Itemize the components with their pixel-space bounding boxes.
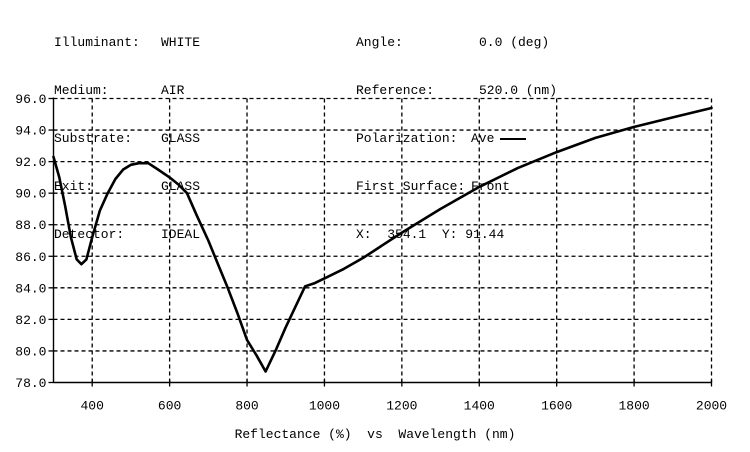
param-reference: Reference: 520.0 (nm) — [356, 83, 557, 99]
x-tick-label: 1200 — [386, 399, 417, 414]
x-axis-title: Reflectance (%) vs Wavelength (nm) — [234, 427, 516, 442]
y-tick-label: 94.0 — [15, 124, 46, 139]
y-tick-label: 78.0 — [15, 376, 46, 391]
param-first-surface: First Surface: Front — [356, 179, 557, 195]
y-tick-label: 96.0 — [15, 92, 46, 107]
param-label: Illuminant: — [54, 35, 140, 50]
reflectance-curve — [52, 106, 713, 373]
param-illuminant: Illuminant: WHITE — [54, 35, 200, 51]
y-tick-label: 92.0 — [15, 155, 46, 170]
cursor-readout: X: 354.1 Y: 91.44 — [356, 227, 557, 243]
x-tick-label: 1000 — [309, 399, 340, 414]
y-tick-label: 88.0 — [15, 218, 46, 233]
header-parameters-right: Angle: 0.0 (deg) Reference: 520.0 (nm) Pol… — [356, 3, 557, 259]
x-tick-label: 400 — [81, 399, 104, 414]
x-tick-label: 800 — [235, 399, 258, 414]
cursor-y-label: Y: — [441, 227, 458, 242]
x-tick-label: 600 — [158, 399, 181, 414]
param-angle: Angle: 0.0 (deg) — [356, 35, 557, 51]
param-label: Exit: — [54, 179, 94, 194]
x-tick-label: 2000 — [696, 399, 727, 414]
x-tick-label: 1800 — [618, 399, 649, 414]
param-value: IDEAL — [161, 227, 201, 242]
y-tick-label: 90.0 — [15, 187, 46, 202]
param-value: 0.0 (deg) — [479, 35, 550, 50]
chart-grid — [53, 97, 713, 383]
x-tick-label: 1400 — [464, 399, 495, 414]
param-value: WHITE — [161, 35, 201, 50]
param-value: Ave — [471, 131, 495, 146]
cursor-x-label: X: — [356, 227, 372, 242]
param-value: AIR — [161, 83, 185, 98]
cursor-x-value: 354.1 — [387, 227, 427, 242]
param-label: First Surface: — [356, 179, 466, 194]
param-value: 520.0 (nm) — [479, 83, 558, 98]
y-tick-label: 84.0 — [15, 281, 46, 296]
param-label: Medium: — [54, 83, 109, 98]
chart-axes — [48, 97, 713, 387]
y-axis-tick-labels: 78.0 80.0 82.0 84.0 86.0 88.0 90.0 92.0 94.0 96.0 — [15, 92, 46, 391]
cursor-y-value: 91.44 — [465, 227, 505, 242]
param-value: GLASS — [161, 131, 201, 146]
param-substrate: Substrate: GLASS — [54, 131, 200, 147]
legend-line-swatch — [500, 137, 527, 140]
header-parameters-left: Illuminant: WHITE Medium: AIR Substrate: GL… — [54, 3, 200, 259]
param-label: Polarization: — [356, 131, 458, 146]
param-medium: Medium: AIR — [54, 83, 200, 99]
x-tick-label: 1600 — [541, 399, 572, 414]
param-polarization: Polarization: Ave — [356, 131, 557, 147]
param-label: Angle: — [356, 35, 403, 50]
y-tick-label: 82.0 — [15, 313, 46, 328]
param-value: Front — [471, 179, 511, 194]
x-axis-tick-labels: 400 600 800 1000 1200 1400 1600 1800 2000 — [81, 399, 728, 414]
y-tick-label: 86.0 — [15, 250, 46, 265]
param-label: Substrate: — [54, 131, 133, 146]
y-tick-label: 80.0 — [15, 344, 46, 359]
param-label: Reference: — [356, 83, 435, 98]
